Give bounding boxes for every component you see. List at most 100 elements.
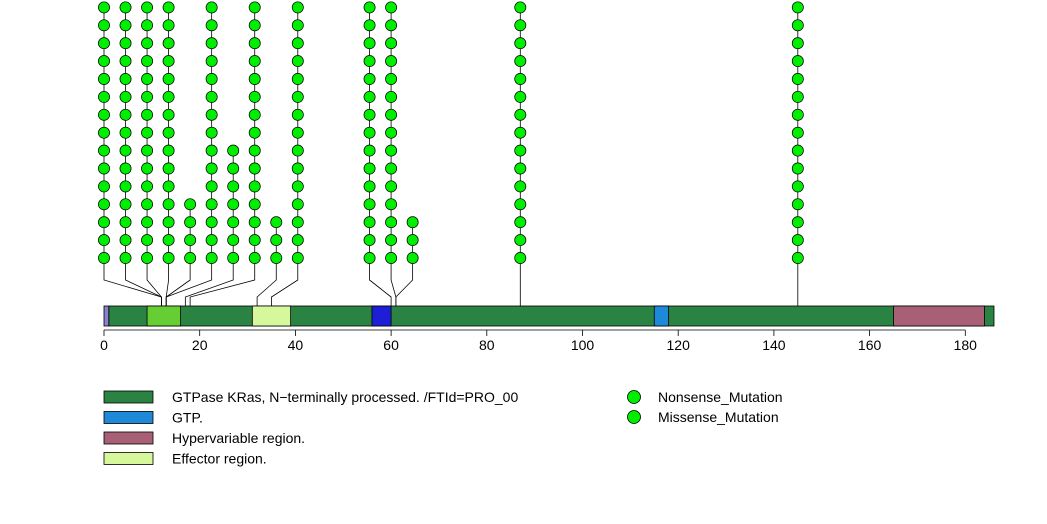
mutation-point-11-5 bbox=[385, 162, 398, 175]
mutation-point-9-7 bbox=[291, 126, 304, 139]
mutation-point-2-9 bbox=[141, 90, 154, 103]
mutation-point-5-4 bbox=[205, 180, 218, 193]
mutation-point-13-13 bbox=[514, 19, 527, 32]
mutation-point-10-5 bbox=[363, 162, 376, 175]
mutation-point-10-3 bbox=[363, 198, 376, 211]
region-4 bbox=[371, 305, 392, 327]
mutation-point-9-1 bbox=[291, 234, 304, 247]
mutation-point-12-0 bbox=[406, 252, 419, 264]
mutation-point-11-1 bbox=[385, 234, 398, 247]
mutation-point-13-12 bbox=[514, 37, 527, 50]
mutation-point-3-4 bbox=[162, 180, 175, 193]
mutation-stem-0 bbox=[103, 7, 162, 306]
mutation-point-13-6 bbox=[514, 144, 527, 157]
region-0 bbox=[108, 305, 995, 327]
mutation-point-3-14 bbox=[162, 1, 175, 14]
legend-label-1: GTP. bbox=[172, 410, 203, 426]
mutation-point-5-12 bbox=[205, 37, 218, 50]
mutation-point-7-12 bbox=[248, 37, 261, 50]
legend-mutation-marker-1 bbox=[627, 410, 641, 424]
mutation-point-11-7 bbox=[385, 126, 398, 139]
mutation-point-0-13 bbox=[98, 19, 110, 32]
mutation-point-10-2 bbox=[363, 216, 376, 229]
mutation-point-2-12 bbox=[141, 37, 154, 50]
mutation-point-13-3 bbox=[514, 198, 527, 211]
mutation-point-11-11 bbox=[385, 55, 398, 68]
mutation-stem-9 bbox=[271, 7, 299, 306]
mutation-point-2-14 bbox=[141, 1, 154, 14]
mutation-point-4-2 bbox=[184, 216, 197, 229]
x-tick-label-7: 140 bbox=[762, 337, 786, 353]
mutation-point-13-14 bbox=[514, 1, 527, 14]
x-tick-label-2: 40 bbox=[288, 337, 304, 353]
mutation-point-0-2 bbox=[98, 216, 110, 229]
mutation-point-7-11 bbox=[248, 55, 261, 68]
mutation-point-3-8 bbox=[162, 108, 175, 121]
mutation-point-5-9 bbox=[205, 90, 218, 103]
mutation-point-14-7 bbox=[791, 126, 804, 139]
mutation-point-13-2 bbox=[514, 216, 527, 229]
mutation-point-14-6 bbox=[791, 144, 804, 157]
mutation-point-7-10 bbox=[248, 73, 261, 85]
mutation-point-0-10 bbox=[98, 73, 110, 85]
legend-swatch-1 bbox=[103, 411, 154, 424]
region-3 bbox=[251, 305, 292, 327]
x-tick-label-3: 60 bbox=[383, 337, 399, 353]
mutation-point-5-1 bbox=[205, 234, 218, 247]
mutation-point-10-4 bbox=[363, 180, 376, 193]
mutation-point-6-0 bbox=[227, 252, 240, 264]
mutation-point-3-9 bbox=[162, 90, 175, 103]
mutation-point-14-1 bbox=[791, 234, 804, 247]
x-tick-label-9: 180 bbox=[954, 337, 978, 353]
mutation-point-2-5 bbox=[141, 162, 154, 175]
x-tick-label-6: 120 bbox=[667, 337, 691, 353]
mutation-point-8-0 bbox=[270, 252, 283, 264]
mutation-point-5-2 bbox=[205, 216, 218, 229]
mutation-point-9-3 bbox=[291, 198, 304, 211]
mutation-point-3-2 bbox=[162, 216, 175, 229]
mutation-point-1-5 bbox=[119, 162, 132, 175]
x-axis: 0 20 40 60 80 100 120 140 160 180 bbox=[100, 329, 978, 353]
mutation-point-3-11 bbox=[162, 55, 175, 68]
mutation-stems bbox=[103, 7, 799, 306]
mutation-point-10-10 bbox=[363, 73, 376, 85]
mutation-point-1-1 bbox=[119, 234, 132, 247]
mutation-point-5-3 bbox=[205, 198, 218, 211]
legend-swatch-0 bbox=[103, 390, 154, 404]
protein-track bbox=[103, 305, 995, 327]
mutation-point-7-8 bbox=[248, 108, 261, 121]
mutation-point-14-13 bbox=[791, 19, 804, 32]
mutation-point-13-4 bbox=[514, 180, 527, 193]
mutation-point-14-8 bbox=[791, 108, 804, 121]
mutation-point-9-6 bbox=[291, 144, 304, 157]
mutation-point-7-14 bbox=[248, 1, 261, 14]
mutation-point-9-10 bbox=[291, 73, 304, 85]
mutation-point-2-13 bbox=[141, 19, 154, 32]
mutation-point-5-13 bbox=[205, 19, 218, 32]
mutation-point-11-10 bbox=[385, 73, 398, 85]
mutation-point-13-0 bbox=[514, 252, 527, 264]
mutation-point-6-3 bbox=[227, 198, 240, 211]
mutation-point-0-1 bbox=[98, 234, 110, 247]
mutation-point-1-11 bbox=[119, 55, 132, 68]
mutation-point-11-14 bbox=[385, 1, 398, 14]
mutation-stem-2 bbox=[146, 7, 162, 306]
mutation-point-13-7 bbox=[514, 126, 527, 139]
mutation-point-2-6 bbox=[141, 144, 154, 157]
mutation-point-10-8 bbox=[363, 108, 376, 121]
mutation-point-3-10 bbox=[162, 73, 175, 85]
mutation-point-0-7 bbox=[98, 126, 110, 139]
mutation-point-13-9 bbox=[514, 90, 527, 103]
mutation-point-7-7 bbox=[248, 126, 261, 139]
mutation-point-1-0 bbox=[119, 252, 132, 264]
mutation-point-7-5 bbox=[248, 162, 261, 175]
mutation-point-14-14 bbox=[791, 1, 804, 14]
mutation-point-7-1 bbox=[248, 234, 261, 247]
legend-swatch-3 bbox=[103, 452, 154, 465]
mutation-point-3-5 bbox=[162, 162, 175, 175]
mutation-point-5-10 bbox=[205, 73, 218, 85]
mutation-point-3-3 bbox=[162, 198, 175, 211]
mutation-point-5-14 bbox=[205, 1, 218, 14]
mutation-stem-8 bbox=[256, 222, 277, 306]
mutation-point-0-3 bbox=[98, 198, 110, 211]
